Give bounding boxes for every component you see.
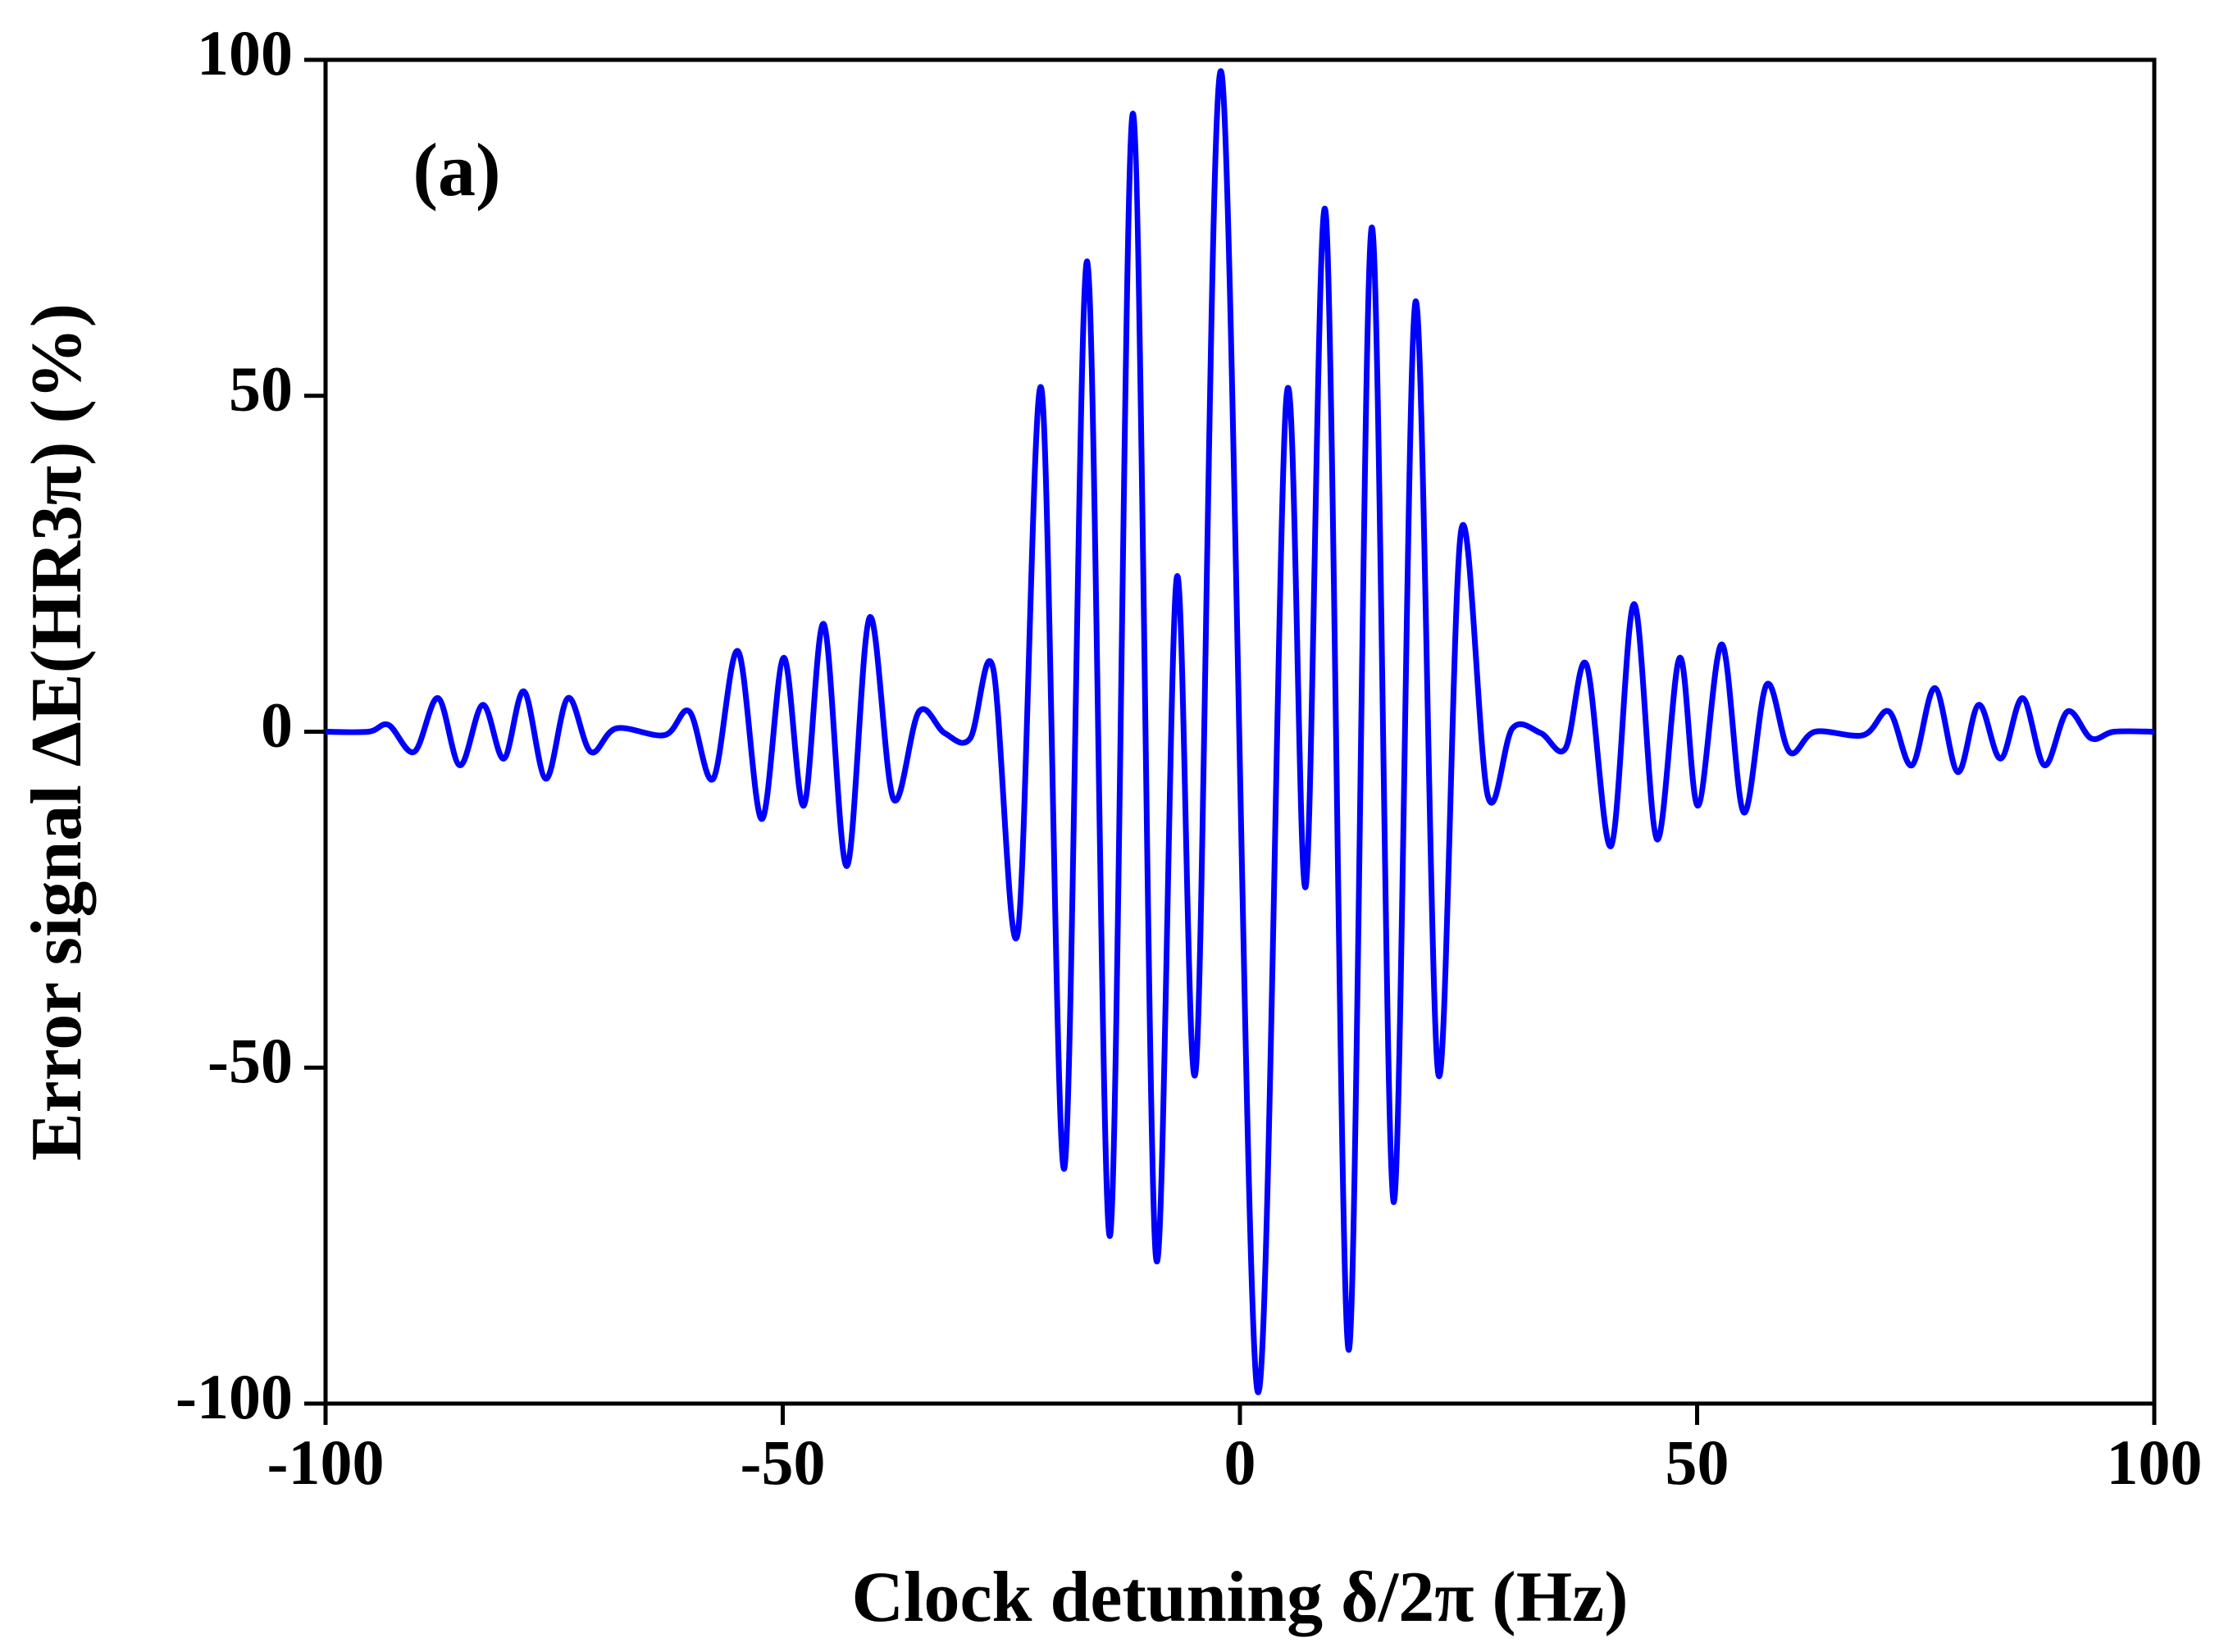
y-axis-label: Error signal ΔE(HR3π) (%) (17, 303, 97, 1161)
line (325, 68, 2155, 1395)
x-tick-label: -50 (741, 1427, 826, 1498)
x-tick-label: 100 (2107, 1427, 2203, 1498)
y-tick-label: 0 (261, 689, 293, 760)
y-tick-label: 100 (197, 17, 293, 89)
panel-label: (a) (412, 128, 500, 212)
y-tick-label: -50 (207, 1025, 293, 1096)
y-tick-label: -100 (175, 1361, 293, 1432)
x-tick-label: 50 (1666, 1427, 1729, 1498)
y-tick-label: 50 (229, 353, 293, 425)
x-tick-label: -100 (267, 1427, 385, 1498)
x-tick-label: 0 (1224, 1427, 1256, 1498)
x-axis-label: Clock detuning δ/2π (Hz) (851, 1558, 1628, 1637)
